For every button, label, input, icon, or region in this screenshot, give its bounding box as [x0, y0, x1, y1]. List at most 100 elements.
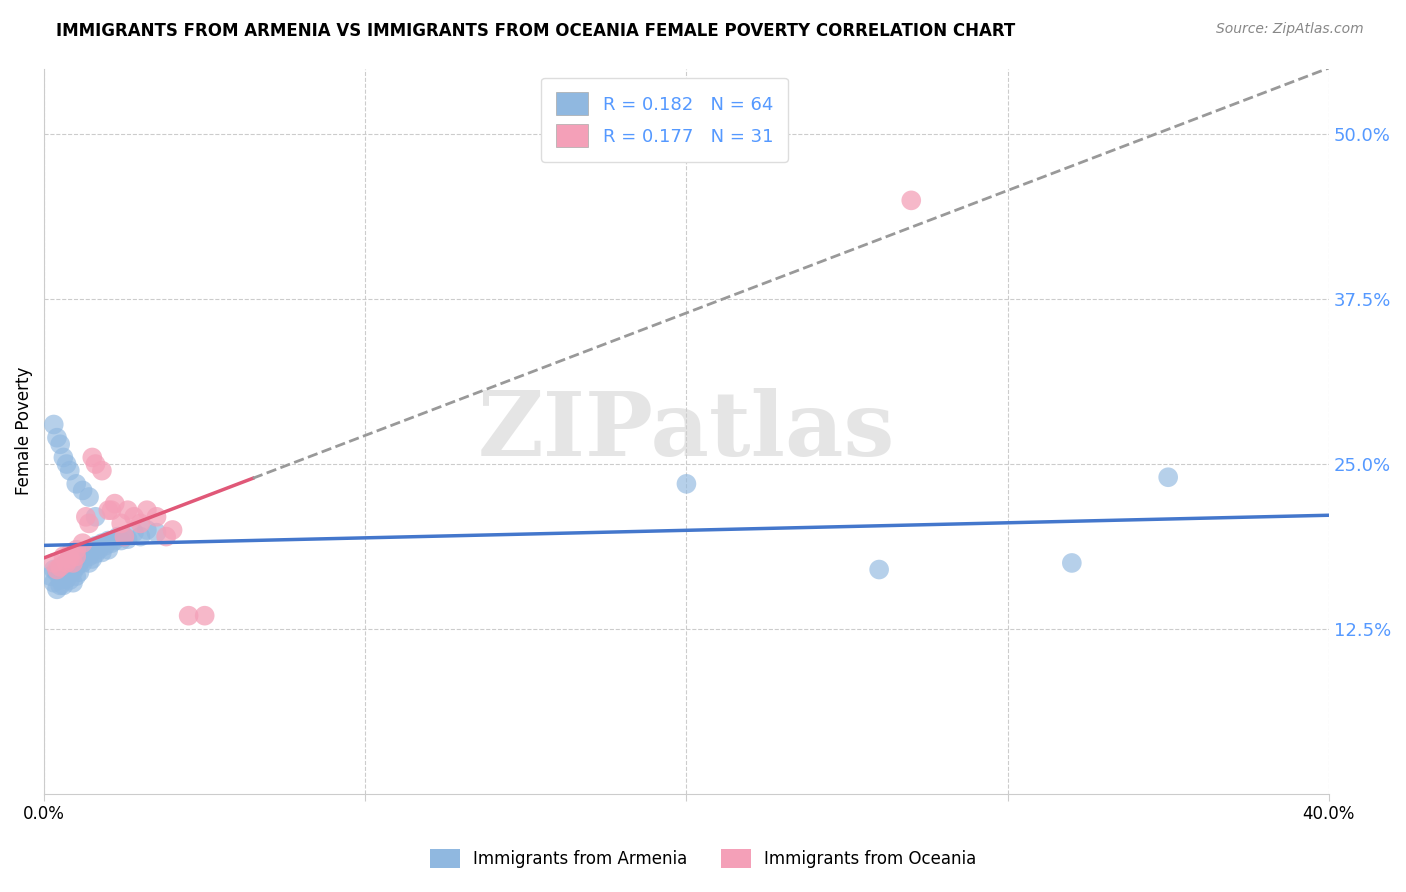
Point — [77, 556, 100, 570]
Point — [97, 542, 120, 557]
Point — [69, 565, 91, 579]
Point — [49, 560, 72, 574]
Point — [77, 516, 100, 531]
Point — [49, 573, 72, 587]
Point — [122, 509, 145, 524]
Point — [1060, 556, 1083, 570]
Point — [129, 516, 152, 531]
Point — [65, 552, 87, 566]
Point — [87, 542, 110, 557]
Point — [112, 530, 135, 544]
Point — [55, 572, 77, 586]
Point — [162, 523, 184, 537]
Point — [52, 578, 75, 592]
Point — [117, 503, 139, 517]
Point — [129, 530, 152, 544]
Point — [49, 562, 72, 576]
Point — [62, 575, 84, 590]
Point — [104, 533, 127, 548]
Point — [1157, 470, 1180, 484]
Point — [110, 516, 132, 531]
Point — [868, 562, 890, 576]
Text: Source: ZipAtlas.com: Source: ZipAtlas.com — [1216, 22, 1364, 37]
Point — [46, 431, 69, 445]
Point — [46, 562, 69, 576]
Point — [72, 536, 94, 550]
Legend: Immigrants from Armenia, Immigrants from Oceania: Immigrants from Armenia, Immigrants from… — [423, 842, 983, 875]
Point — [112, 530, 135, 544]
Point — [90, 536, 112, 550]
Point — [90, 545, 112, 559]
Point — [72, 483, 94, 498]
Point — [900, 194, 922, 208]
Point — [65, 569, 87, 583]
Legend: R = 0.182   N = 64, R = 0.177   N = 31: R = 0.182 N = 64, R = 0.177 N = 31 — [541, 78, 787, 161]
Point — [84, 539, 107, 553]
Point — [155, 530, 177, 544]
Point — [59, 464, 82, 478]
Point — [194, 608, 217, 623]
Point — [177, 608, 200, 623]
Point — [84, 509, 107, 524]
Text: ZIPatlas: ZIPatlas — [478, 388, 896, 475]
Point — [62, 556, 84, 570]
Y-axis label: Female Poverty: Female Poverty — [15, 367, 32, 495]
Point — [46, 582, 69, 597]
Point — [59, 573, 82, 587]
Point — [42, 417, 65, 432]
Point — [145, 525, 167, 540]
Point — [675, 476, 697, 491]
Point — [65, 542, 87, 557]
Point — [65, 549, 87, 564]
Point — [77, 549, 100, 564]
Point — [145, 509, 167, 524]
Point — [62, 556, 84, 570]
Point — [49, 578, 72, 592]
Point — [39, 569, 62, 583]
Point — [59, 552, 82, 566]
Point — [107, 530, 129, 544]
Point — [52, 560, 75, 574]
Point — [100, 536, 122, 550]
Point — [65, 560, 87, 574]
Point — [72, 549, 94, 564]
Point — [110, 533, 132, 548]
Point — [52, 569, 75, 583]
Point — [42, 562, 65, 576]
Point — [97, 533, 120, 548]
Point — [49, 437, 72, 451]
Point — [69, 556, 91, 570]
Point — [59, 547, 82, 561]
Point — [59, 562, 82, 576]
Point — [55, 556, 77, 570]
Point — [65, 476, 87, 491]
Point — [82, 542, 104, 557]
Point — [82, 552, 104, 566]
Point — [97, 503, 120, 517]
Point — [72, 556, 94, 570]
Point — [42, 556, 65, 570]
Point — [122, 525, 145, 540]
Point — [42, 575, 65, 590]
Point — [135, 523, 157, 537]
Point — [46, 565, 69, 579]
Point — [82, 450, 104, 465]
Point — [55, 565, 77, 579]
Point — [90, 464, 112, 478]
Point — [117, 532, 139, 546]
Point — [104, 497, 127, 511]
Point — [52, 549, 75, 564]
Point — [77, 490, 100, 504]
Point — [52, 450, 75, 465]
Point — [75, 547, 97, 561]
Point — [55, 556, 77, 570]
Point — [62, 565, 84, 579]
Point — [84, 457, 107, 471]
Point — [55, 457, 77, 471]
Point — [59, 552, 82, 566]
Point — [75, 509, 97, 524]
Point — [94, 539, 117, 553]
Point — [84, 547, 107, 561]
Point — [100, 503, 122, 517]
Point — [135, 503, 157, 517]
